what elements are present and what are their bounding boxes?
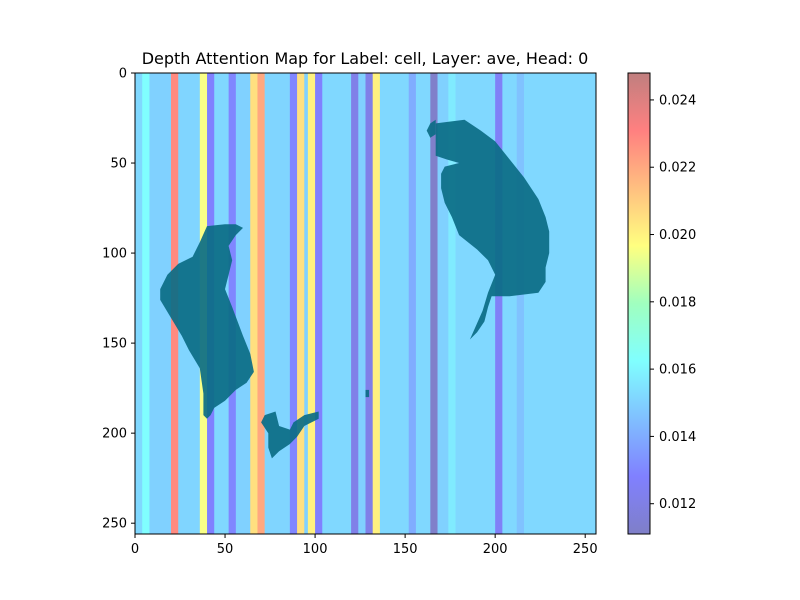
attention-column [289, 73, 298, 534]
x-tick-label: 50 [217, 542, 234, 557]
cell-region [365, 389, 370, 398]
colorbar-ticks: 0.012 0.014 0.016 0.018 0.020 0.022 0.024 [650, 93, 696, 512]
attention-column [448, 73, 457, 534]
attention-column [250, 73, 258, 534]
colorbar-frame [627, 72, 651, 535]
attention-column [351, 73, 359, 534]
attention-column [516, 73, 525, 534]
attention-column [430, 73, 439, 534]
y-tick-label: 200 [102, 427, 127, 442]
colorbar-tick-label: 0.020 [659, 228, 696, 243]
attention-column [437, 73, 449, 534]
attention-column [304, 73, 309, 534]
y-tick-label: 100 [102, 247, 127, 262]
attention-column [415, 73, 431, 534]
colorbar-tick-label: 0.012 [659, 497, 696, 512]
cell-region [261, 411, 319, 459]
cell-region [435, 119, 550, 340]
attention-columns [135, 73, 596, 534]
colorbar-tick-label: 0.014 [659, 430, 696, 445]
attention-column [135, 73, 143, 534]
attention-column [358, 73, 366, 534]
cell-region [160, 224, 254, 419]
chart-title: Depth Attention Map for Label: cell, Lay… [142, 49, 589, 68]
x-tick-label: 100 [303, 542, 328, 557]
attention-column [264, 73, 291, 534]
x-tick-label: 200 [483, 542, 508, 557]
attention-column [372, 73, 381, 534]
attention-column [365, 73, 374, 534]
colorbar-tick-label: 0.018 [659, 295, 696, 310]
colorbar-tick-label: 0.016 [659, 363, 696, 378]
cell-region [426, 119, 436, 138]
attention-column [228, 73, 237, 534]
attention-column [149, 73, 172, 534]
x-tick-label: 0 [131, 542, 139, 557]
y-tick-label: 150 [102, 337, 127, 352]
attention-column [257, 73, 266, 534]
y-tick-label: 0 [119, 67, 127, 82]
x-axis: 0 50 100 150 200 250 [131, 534, 598, 557]
plot-area [135, 73, 596, 534]
attention-column [502, 73, 518, 534]
attention-column [379, 73, 410, 534]
attention-column [408, 73, 417, 534]
y-tick-label: 50 [110, 157, 127, 172]
attention-column [495, 73, 503, 534]
attention-column [322, 73, 352, 534]
colorbar-tick-label: 0.024 [659, 93, 696, 108]
colorbar-fill [628, 73, 650, 534]
x-tick-label: 250 [573, 542, 598, 557]
y-tick-label: 250 [102, 517, 127, 532]
x-tick-label: 150 [393, 542, 418, 557]
plot-frame [134, 72, 597, 535]
colorbar-tick-label: 0.022 [659, 161, 696, 176]
colorbar: 0.012 0.014 0.016 0.018 0.020 0.022 0.024 [627, 72, 696, 535]
y-axis: 0 50 100 150 200 250 [102, 67, 135, 532]
attention-column [523, 73, 596, 534]
attention-column [307, 73, 316, 534]
cell-regions [160, 119, 550, 459]
attention-column [142, 73, 150, 534]
attention-column [297, 73, 305, 534]
attention-column [315, 73, 323, 534]
attention-column [235, 73, 251, 534]
